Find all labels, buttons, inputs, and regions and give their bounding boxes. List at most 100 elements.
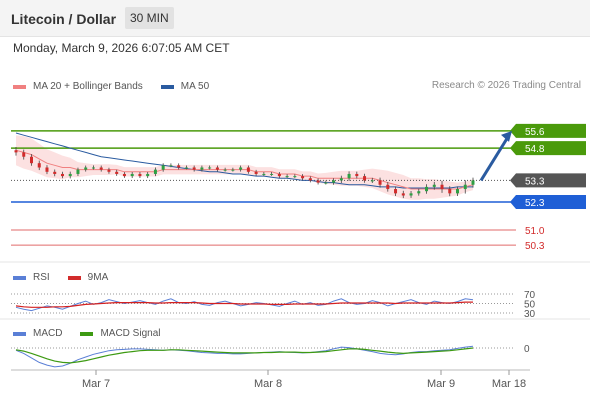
legend-label-rsi: RSI: [33, 272, 50, 283]
candle-body: [456, 189, 460, 194]
candle-body: [223, 169, 227, 171]
candle-body: [99, 167, 103, 170]
candle-body: [347, 173, 351, 179]
level-label-3: 52.3: [525, 198, 545, 209]
legend-swatch-rsi: [13, 275, 26, 280]
legend-item-ma20: MA 20 + Bollinger Bands: [13, 81, 143, 92]
forecast-arrow-shaft: [479, 136, 510, 182]
candle-body: [91, 167, 95, 169]
candle-body: [169, 165, 173, 167]
macd-legend: MACD MACD Signal: [13, 328, 178, 339]
candle-body: [45, 167, 49, 172]
legend-label-rsi-ma: 9MA: [87, 272, 109, 283]
legend-label-ma50: MA 50: [180, 81, 210, 92]
candle-body: [448, 189, 452, 194]
candle-body: [146, 173, 150, 177]
candle-body: [355, 173, 359, 177]
level-label-2: 53.3: [525, 176, 545, 187]
rsi-ma-line: [15, 301, 473, 308]
rsi-level-label-0: 70: [524, 290, 536, 301]
level-label-4: 51.0: [525, 226, 545, 237]
candle-body: [177, 165, 181, 168]
legend-item-rsi-ma: 9MA: [67, 272, 109, 283]
candle-body: [324, 182, 328, 184]
candle-body: [293, 176, 297, 178]
level-label-5: 50.3: [525, 241, 545, 252]
level-tag-1: [510, 141, 586, 156]
candle-body: [84, 167, 88, 170]
legend-label-macd-signal: MACD Signal: [100, 328, 161, 339]
legend-item-macd-signal: MACD Signal: [80, 328, 160, 339]
legend-label-macd: MACD: [33, 328, 63, 339]
candle-body: [394, 189, 398, 194]
legend-item-macd: MACD: [13, 328, 62, 339]
level-label-1: 54.8: [525, 144, 545, 155]
ma20-line: [15, 149, 474, 190]
legend-swatch-ma20: [13, 84, 26, 89]
chart-header: Litecoin / Dollar 30 MIN: [0, 0, 590, 37]
candle-body: [285, 176, 289, 178]
bollinger-band: [16, 135, 473, 200]
legend-item-ma50: MA 50: [160, 81, 210, 92]
candle-body: [76, 169, 80, 174]
x-tick-label-0: Mar 7: [82, 378, 110, 390]
x-tick-label-1: Mar 8: [254, 378, 282, 390]
candle-body: [370, 180, 374, 182]
candle-body: [37, 163, 41, 168]
candle-body: [401, 193, 405, 196]
candle-body: [463, 184, 467, 190]
candle-body: [254, 171, 258, 174]
candle-body: [68, 173, 72, 177]
candle-body: [22, 152, 26, 157]
level-label-0: 55.6: [525, 127, 545, 138]
macd-signal-line: [15, 347, 474, 364]
instrument-title: Litecoin / Dollar: [11, 11, 117, 27]
candle-body: [239, 167, 243, 170]
candle-body: [122, 173, 126, 177]
legend-swatch-macd-signal: [80, 331, 94, 336]
candle-body: [440, 184, 444, 190]
candle-body: [153, 169, 157, 174]
legend-swatch-ma50: [160, 84, 174, 89]
legend-item-rsi: RSI: [13, 272, 50, 283]
forecast-arrow-head: [501, 130, 512, 142]
candle-body: [107, 169, 111, 172]
x-tick-label-3: Mar 18: [492, 378, 526, 390]
candle-body: [14, 150, 18, 153]
candle-body: [184, 167, 188, 169]
rsi-level-label-1: 50: [524, 300, 536, 311]
candle-body: [363, 176, 367, 181]
candle-body: [29, 156, 33, 164]
copyright-note: Research © 2026 Trading Central: [431, 80, 581, 91]
candle-body: [432, 184, 436, 187]
legend-swatch-rsi-ma: [67, 275, 81, 280]
candle-body: [115, 171, 119, 174]
candle-body: [386, 184, 390, 190]
ma50-line: [15, 132, 473, 189]
candle-body: [200, 167, 204, 170]
level-tag-0: [510, 123, 586, 138]
candle-body: [192, 167, 196, 170]
candle-body: [332, 180, 336, 183]
interval-button[interactable]: 30 MIN: [125, 7, 174, 29]
candle-body: [246, 167, 250, 172]
price-legend: MA 20 + Bollinger Bands MA 50: [13, 81, 227, 92]
candle-body: [53, 171, 57, 174]
level-tag-3: [510, 194, 586, 209]
rsi-legend: RSI 9MA: [13, 272, 126, 283]
candle-body: [471, 180, 475, 185]
candle-body: [215, 167, 219, 170]
candle-body: [378, 180, 382, 185]
timestamp: Monday, March 9, 2026 6:07:05 AM CET: [13, 41, 230, 55]
rsi-level-label-2: 30: [524, 309, 536, 320]
candle-body: [339, 178, 343, 181]
candle-body: [308, 178, 312, 181]
candle-body: [208, 167, 212, 169]
candle-body: [425, 186, 429, 192]
candle-body: [270, 173, 274, 175]
candle-body: [409, 193, 413, 196]
level-tag-2: [510, 173, 586, 188]
macd-level-label: 0: [524, 344, 530, 355]
candle-body: [277, 173, 281, 177]
